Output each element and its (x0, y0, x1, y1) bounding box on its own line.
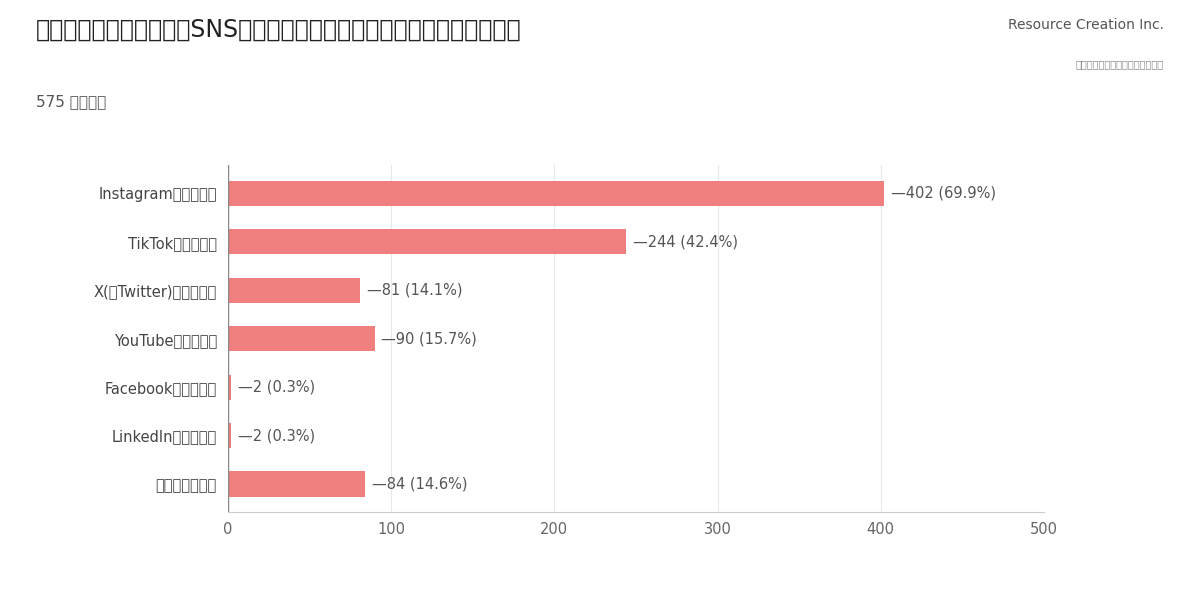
Text: —90 (15.7%): —90 (15.7%) (382, 331, 478, 346)
Bar (228, 229, 626, 254)
Text: —81 (14.1%): —81 (14.1%) (367, 283, 462, 297)
Text: —244 (42.4%): —244 (42.4%) (632, 234, 738, 249)
Bar (228, 423, 232, 448)
Text: 株式会社リソースクリエイション: 株式会社リソースクリエイション (1076, 59, 1164, 69)
Text: —84 (14.6%): —84 (14.6%) (372, 477, 467, 492)
Bar (228, 326, 374, 351)
Bar (228, 181, 884, 206)
Bar (228, 471, 365, 497)
Bar (228, 277, 360, 303)
Text: —402 (69.9%): —402 (69.9%) (890, 186, 996, 201)
Text: —2 (0.3%): —2 (0.3%) (238, 380, 314, 395)
Bar (228, 375, 232, 400)
Text: Resource Creation Inc.: Resource Creation Inc. (1008, 18, 1164, 32)
Text: —2 (0.3%): —2 (0.3%) (238, 428, 314, 443)
Text: 575 件の回答: 575 件の回答 (36, 94, 107, 109)
Text: 就職活動を進める上で、SNSで社名を検索しましたか？　（複数回答可）: 就職活動を進める上で、SNSで社名を検索しましたか？ （複数回答可） (36, 18, 522, 42)
